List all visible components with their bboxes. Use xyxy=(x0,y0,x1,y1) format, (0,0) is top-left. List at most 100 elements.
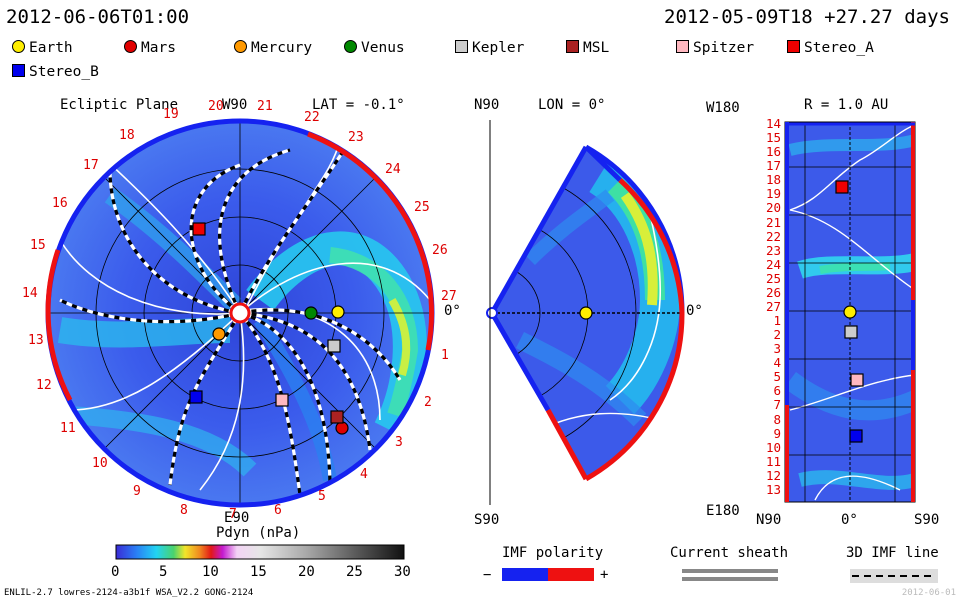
kepler-marker xyxy=(327,339,341,353)
imf-plus-label: + xyxy=(600,567,609,583)
radial-top-left-label: W180 xyxy=(706,100,740,116)
colorbar-tick: 15 xyxy=(250,564,267,580)
circle-icon xyxy=(12,40,25,53)
day-number-tick: 6 xyxy=(773,383,781,399)
day-number-tick: 15 xyxy=(765,130,781,146)
footer-date: 2012-06-01 xyxy=(901,588,956,598)
rotation-tick: 9 xyxy=(133,484,141,499)
circle-icon xyxy=(124,40,137,53)
msl-marker xyxy=(330,410,344,424)
imf-polarity-key xyxy=(502,568,594,581)
rotation-tick: 7 xyxy=(229,507,237,522)
earth-marker xyxy=(331,305,345,319)
day-number-tick: 10 xyxy=(765,439,781,455)
colorbar xyxy=(115,544,405,560)
rotation-tick: 16 xyxy=(52,196,68,211)
day-number-tick: 19 xyxy=(765,186,781,202)
rotation-tick: 19 xyxy=(163,107,179,122)
day-number-tick: 16 xyxy=(765,144,781,160)
radial-axis-n: N90 xyxy=(756,512,782,528)
timestamp: 2012-06-06T01:00 xyxy=(6,6,190,28)
colorbar-tick: 10 xyxy=(202,564,219,580)
rotation-tick: 6 xyxy=(274,503,282,518)
rotation-tick: 2 xyxy=(424,395,432,410)
imf-line-key xyxy=(850,569,938,583)
colorbar-tick: 25 xyxy=(346,564,363,580)
legend-item-mercury: Mercury xyxy=(234,40,312,56)
legend-item-stereo-b: Stereo_B xyxy=(12,64,99,80)
ecliptic-plane-panel xyxy=(45,118,435,508)
current-sheath-key xyxy=(682,569,778,581)
radial-bottom-left-label: E180 xyxy=(706,503,740,519)
square-icon xyxy=(12,64,25,77)
stereo-b-marker xyxy=(189,390,203,404)
stereo-a-marker xyxy=(192,222,206,236)
rotation-tick: 15 xyxy=(30,238,46,253)
venus-marker xyxy=(304,306,318,320)
colorbar-tick: 5 xyxy=(159,564,168,580)
rotation-tick: 1 xyxy=(441,348,449,363)
day-number-tick: 1 xyxy=(773,313,781,329)
day-number-tick: 11 xyxy=(765,453,781,469)
meridional-top-label: N90 xyxy=(474,97,500,113)
day-number-tick: 3 xyxy=(773,341,781,357)
rotation-tick: 25 xyxy=(414,200,430,215)
circle-icon xyxy=(234,40,247,53)
day-number-tick: 27 xyxy=(765,298,781,314)
legend-item-msl: MSL xyxy=(566,40,609,56)
colorbar-tick: 20 xyxy=(298,564,315,580)
square-icon xyxy=(455,40,468,53)
rotation-tick: 5 xyxy=(318,489,326,504)
rotation-tick: 12 xyxy=(36,378,52,393)
day-number-tick: 12 xyxy=(765,467,781,483)
rotation-tick: 3 xyxy=(395,435,403,450)
day-number-tick: 23 xyxy=(765,242,781,258)
meridional-bottom-label: S90 xyxy=(474,512,500,528)
rotation-tick: 27 xyxy=(441,289,457,304)
mercury-marker xyxy=(212,327,226,341)
ecliptic-top-label: W90 xyxy=(222,97,248,113)
reference-time: 2012-05-09T18 +27.27 days xyxy=(664,6,950,28)
imf-polarity-title: IMF polarity xyxy=(502,545,604,561)
rotation-tick: 8 xyxy=(180,503,188,518)
day-number-tick: 22 xyxy=(765,228,781,244)
radial-panel xyxy=(784,121,916,503)
day-number-tick: 4 xyxy=(773,355,781,371)
day-number-tick: 8 xyxy=(773,411,781,427)
ecliptic-bottom-label: E90 xyxy=(224,510,250,526)
day-number-tick: 17 xyxy=(765,158,781,174)
day-number-tick: 5 xyxy=(773,369,781,385)
legend-item-stereo-a: Stereo_A xyxy=(787,40,874,56)
rotation-tick: 23 xyxy=(348,130,364,145)
day-number-tick: 26 xyxy=(765,284,781,300)
colorbar-title: Pdyn (nPa) xyxy=(216,525,301,541)
square-icon xyxy=(566,40,579,53)
radial-axis-s: S90 xyxy=(914,512,940,528)
day-number-tick: 24 xyxy=(765,256,781,272)
mars-marker xyxy=(335,421,349,435)
meridional-panel xyxy=(486,120,685,505)
rotation-tick: 11 xyxy=(60,421,76,436)
current-sheath-title: Current sheath xyxy=(670,545,789,561)
day-number-tick: 14 xyxy=(765,116,781,131)
ecliptic-lat-label: LAT = -0.1° xyxy=(312,97,405,113)
rotation-tick: 13 xyxy=(28,333,44,348)
day-number-tick: 18 xyxy=(765,172,781,188)
colorbar-tick: 30 xyxy=(394,564,411,580)
ecliptic-title: Ecliptic Plane xyxy=(60,97,179,113)
ecliptic-zero-label: 0° xyxy=(444,303,461,319)
radial-axis-zero: 0° xyxy=(841,512,858,528)
square-icon xyxy=(787,40,800,53)
day-number-tick: 13 xyxy=(765,481,781,497)
colorbar-tick: 0 xyxy=(111,564,120,580)
legend-item-mars: Mars xyxy=(124,40,176,56)
legend-item-earth: Earth xyxy=(12,40,73,56)
meridional-zero-label: 0° xyxy=(686,303,703,319)
day-number-tick: 25 xyxy=(765,270,781,286)
rotation-tick: 22 xyxy=(304,110,320,125)
rotation-tick: 10 xyxy=(92,456,108,471)
day-number-tick: 21 xyxy=(765,214,781,230)
square-icon xyxy=(676,40,689,53)
rotation-tick: 24 xyxy=(385,162,401,177)
